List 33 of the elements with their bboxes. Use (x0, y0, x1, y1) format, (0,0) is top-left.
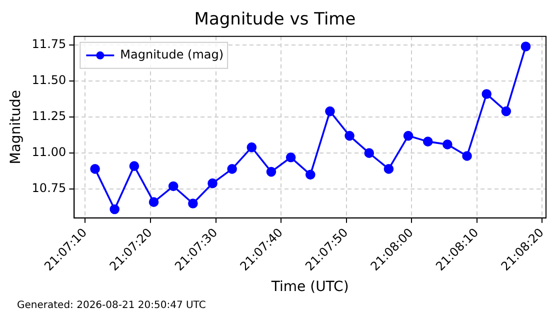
point (110, 204, 120, 214)
point (129, 161, 140, 171)
point (148, 197, 159, 207)
point (482, 89, 492, 99)
y-tick-label: 11.50 (32, 73, 66, 88)
point (501, 106, 512, 116)
point (462, 151, 472, 161)
y-tick-label: 11.75 (32, 37, 66, 52)
legend-label: Magnitude (mag) (120, 48, 224, 62)
point (403, 130, 414, 141)
point (344, 130, 354, 141)
point (520, 42, 531, 52)
point (286, 152, 296, 162)
text: Generated: 2026-08-21 20:50:47 UTC (17, 300, 206, 311)
point (306, 170, 316, 180)
point (246, 142, 257, 152)
point (266, 166, 276, 177)
x-axis-title: Time (UTC) (270, 279, 349, 296)
point (384, 164, 394, 174)
y-tick-label: 11.25 (32, 109, 66, 124)
y-tick-label: 11.00 (32, 145, 66, 160)
point (364, 148, 374, 158)
point (168, 181, 178, 192)
point (188, 198, 198, 208)
y-tick-label: 10.75 (32, 181, 66, 196)
y-axis-title: Magnitude (8, 90, 24, 164)
point (90, 164, 100, 174)
chart-title: Magnitude vs Time (194, 10, 356, 30)
point (227, 164, 237, 174)
point (325, 106, 335, 116)
point (442, 140, 452, 150)
point (208, 178, 218, 188)
point (422, 136, 433, 146)
